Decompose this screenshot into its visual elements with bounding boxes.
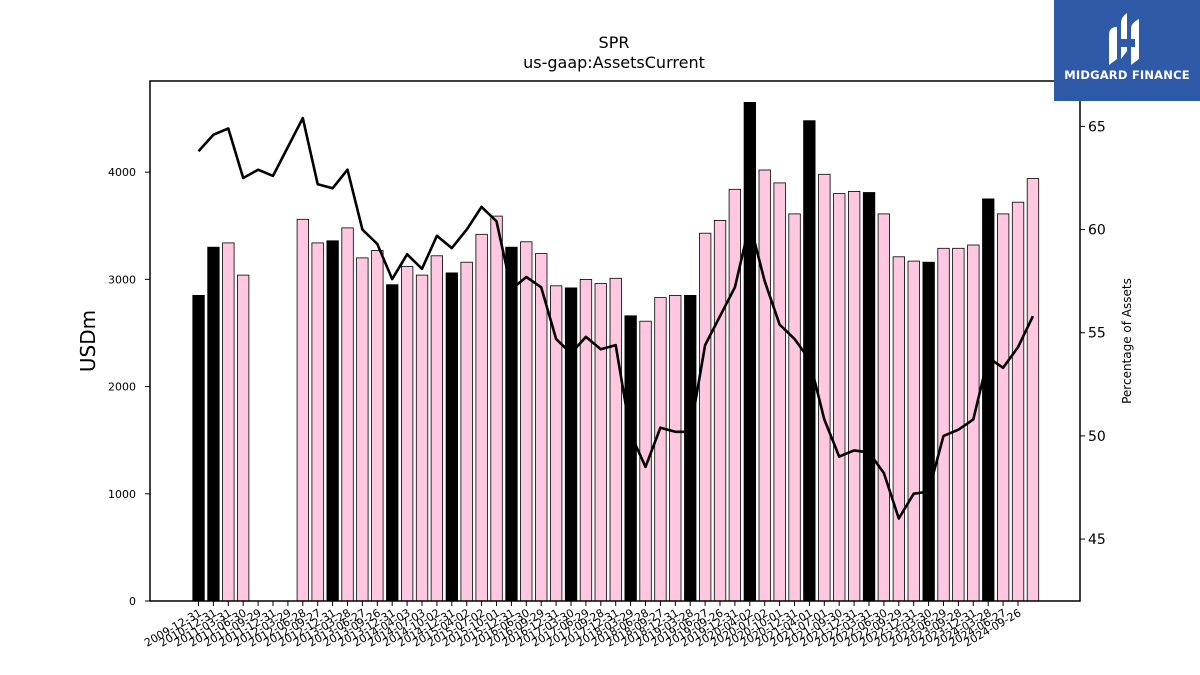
chart-subtitle: us-gaap:AssetsCurrent [523, 53, 705, 72]
bar [937, 247, 950, 602]
bar [609, 277, 622, 602]
bar [758, 169, 771, 602]
bar [862, 192, 876, 602]
bar [550, 285, 563, 602]
bar [877, 213, 890, 602]
bar [907, 260, 920, 602]
x-axis: 2009-12-312010-12-312011-03-312011-06-30… [142, 601, 1024, 650]
y2-tick-label: 65 [1088, 119, 1106, 135]
bar [1011, 201, 1025, 602]
bar [311, 242, 324, 602]
bar [773, 182, 786, 602]
logo-text: MIDGARD FINANCE [1064, 68, 1190, 82]
bar [460, 261, 473, 602]
bar [564, 287, 578, 602]
y2-tick-label: 45 [1088, 532, 1106, 548]
bar [520, 241, 533, 602]
bar [848, 190, 861, 602]
y2-axis-label: Percentage of Assets [1120, 278, 1134, 404]
y-axis-right: 45 50 55 60 65 [1080, 119, 1106, 548]
percentage-line [197, 116, 1035, 520]
bar [400, 266, 414, 602]
bar [445, 272, 459, 602]
y-tick-label: 2000 [108, 381, 136, 394]
percentage-line-series [197, 116, 1035, 520]
bar [594, 283, 607, 602]
bar [371, 249, 384, 602]
chart-title: SPR [599, 33, 630, 52]
bar [192, 294, 205, 602]
y2-tick-label: 60 [1088, 223, 1106, 239]
bar [207, 246, 220, 602]
bar [415, 274, 429, 602]
bar [743, 102, 756, 602]
bar [997, 213, 1010, 602]
bar [654, 297, 667, 602]
bar [236, 274, 250, 602]
bar [490, 215, 503, 602]
bar [699, 232, 712, 602]
bar [892, 256, 905, 602]
bar [624, 315, 637, 602]
bar [922, 261, 935, 602]
bar [579, 278, 593, 602]
y-axis-label: USDm [76, 310, 100, 372]
bar [713, 219, 727, 602]
bar [818, 173, 831, 602]
bar [475, 233, 488, 602]
plot-frame [149, 80, 1081, 602]
y-tick-label: 1000 [108, 488, 136, 501]
bar [296, 218, 310, 602]
bar [326, 240, 339, 602]
bar [430, 255, 444, 602]
bar [952, 247, 965, 602]
bar [505, 246, 518, 602]
y-tick-label: 3000 [108, 273, 136, 286]
y-tick-label: 4000 [108, 166, 136, 179]
midgard-finance-logo: MIDGARD FINANCE [1054, 0, 1200, 101]
bar [222, 242, 235, 602]
y-tick-label: 0 [129, 595, 136, 608]
y2-tick-label: 55 [1088, 326, 1106, 342]
bar [788, 213, 801, 602]
bar [386, 284, 399, 602]
bar [341, 227, 354, 602]
bar-series [192, 102, 1040, 602]
bar [833, 193, 846, 602]
midgard-logo-icon [1109, 13, 1139, 65]
y2-tick-label: 50 [1088, 429, 1106, 445]
bar [1026, 178, 1040, 602]
y-axis-left: 0 1000 2000 3000 4000 [108, 166, 150, 608]
bar [356, 257, 369, 602]
bar [684, 294, 697, 602]
bar [728, 188, 741, 602]
bar [669, 294, 682, 602]
bar [982, 198, 995, 602]
